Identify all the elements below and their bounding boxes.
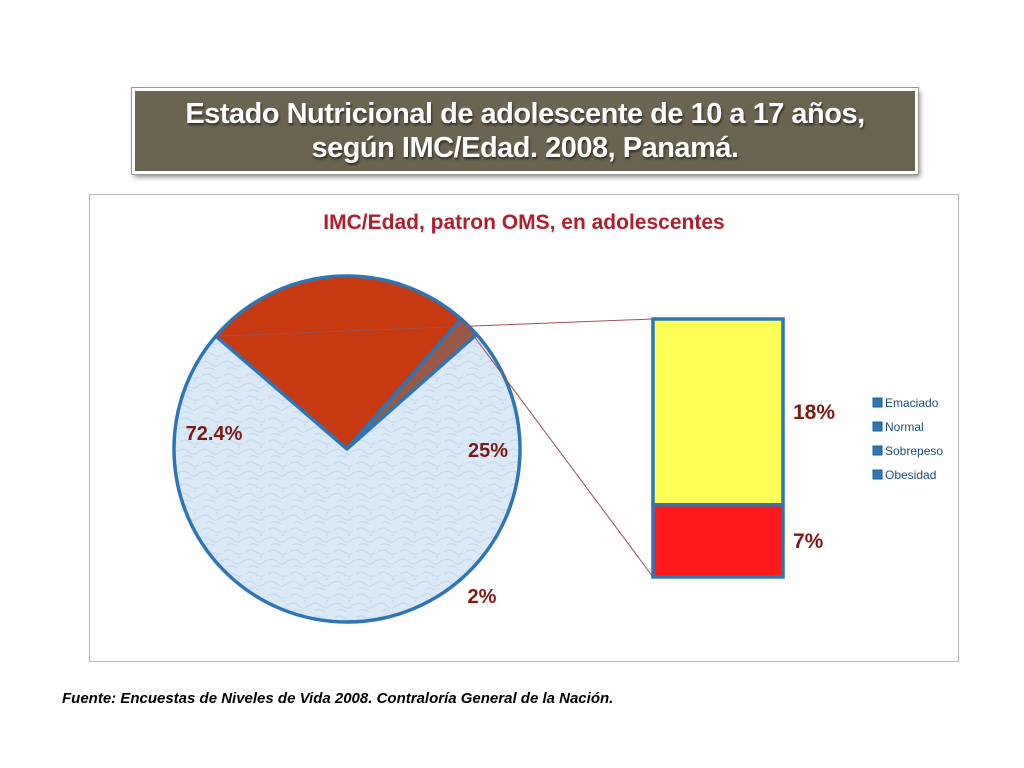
bar-segment-obesidad: [651, 503, 785, 579]
pie-slice-sobrepeso-obesidad: [214, 274, 463, 451]
legend-item-emaciado: Emaciado: [872, 396, 939, 410]
legend-label: Sobrepeso: [885, 444, 943, 458]
chart: IMC/Edad, patron OMS, en adolescentes 72…: [172, 211, 943, 624]
legend-marker: [872, 421, 883, 432]
pie-slice-normal: [172, 332, 522, 624]
connector-bottom: [460, 318, 654, 578]
title-banner: Estado Nutricional de adolescente de 10 …: [132, 88, 918, 174]
connector-top: [215, 318, 654, 337]
pie: 72.4% 25% 2%: [172, 274, 522, 624]
legend-label: Normal: [885, 420, 924, 434]
legend-marker: [872, 445, 883, 456]
chart-title: IMC/Edad, patron OMS, en adolescentes: [323, 211, 724, 234]
breakout-bar: 18% 7%: [651, 317, 835, 579]
slide-title: Estado Nutricional de adolescente de 10 …: [185, 98, 865, 164]
legend: Emaciado Normal Sobrepeso Obesidad: [872, 396, 943, 482]
source-note: Fuente: Encuestas de Niveles de Vida 200…: [62, 690, 614, 707]
bar-label-sobrepeso: 18%: [793, 401, 835, 424]
legend-marker: [872, 469, 883, 480]
chart-frame: IMC/Edad, patron OMS, en adolescentes 72…: [89, 194, 959, 662]
pie-label-sobrepeso-obesidad: 25%: [468, 440, 508, 462]
breakout-connectors: [215, 318, 654, 578]
legend-label: Obesidad: [885, 468, 936, 482]
legend-item-normal: Normal: [872, 420, 924, 434]
bar-label-obesidad: 7%: [793, 530, 824, 553]
legend-item-obesidad: Obesidad: [872, 468, 936, 482]
legend-marker: [872, 397, 883, 408]
pie-label-emaciado: 2%: [468, 586, 497, 608]
bar-segment-sobrepeso: [651, 317, 785, 507]
pie-label-normal: 72.4%: [186, 423, 243, 445]
legend-label: Emaciado: [885, 396, 939, 410]
legend-item-sobrepeso: Sobrepeso: [872, 444, 943, 458]
